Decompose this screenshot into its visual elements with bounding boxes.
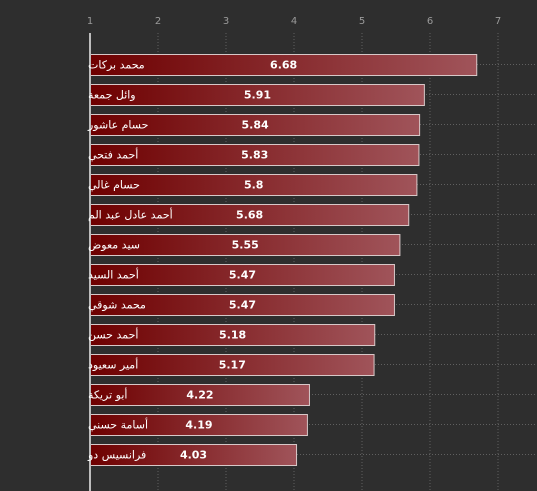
category-label: أمير سعيود [88,358,138,372]
bar-value-label: 5.68 [236,209,263,222]
bar-value-label: 4.03 [180,449,207,462]
category-label: محمد بركات [88,59,145,72]
bar-value-label: 5.83 [241,149,268,162]
bar-value-label: 5.91 [244,89,271,102]
category-label: فرانسيس دو [87,449,146,462]
x-tick-label: 1 [87,16,93,27]
category-label: حسام غالي [88,179,140,192]
category-label: أسامة حسني [88,418,148,432]
bar-value-label: 5.18 [219,329,246,342]
category-label: أحمد فتحي [88,148,138,162]
category-label: أحمد السيد [88,268,139,282]
bar-value-label: 5.8 [244,179,264,192]
x-axis-ticks: 1 2 3 4 5 6 7 [87,16,501,27]
x-tick-label: 5 [359,16,365,27]
x-tick-label: 3 [223,16,229,27]
category-label: أحمد عادل عبد الم [88,208,173,222]
bar-value-label: 5.17 [219,359,246,372]
bar-value-label: 5.47 [229,299,256,312]
bars: 6.68 5.91 5.84 5.83 5.8 5.68 5.55 5.47 5.47 5.18 5… [90,54,478,466]
category-label: محمد شوقي [88,299,146,312]
x-tick-label: 4 [291,16,297,27]
bar-value-label: 5.84 [241,119,268,132]
category-labels: محمد بركات وائل جمعة حسام عاشور أحمد فتحي حس… [87,59,173,462]
bar-value-label: 4.19 [185,419,212,432]
category-label: أبو تريكة [88,388,127,402]
bar-value-label: 6.68 [270,59,297,72]
bar-value-label: 4.22 [186,389,213,402]
category-label: وائل جمعة [88,89,136,102]
x-tick-label: 7 [495,16,501,27]
category-label: أحمد حسن [88,328,138,342]
x-tick-label: 2 [155,16,161,27]
bar-value-label: 5.55 [232,239,259,252]
category-label: حسام عاشور [87,119,148,132]
bar-value-label: 5.47 [229,269,256,282]
x-tick-label: 6 [427,16,433,27]
category-label: سيد معوض [88,239,140,252]
